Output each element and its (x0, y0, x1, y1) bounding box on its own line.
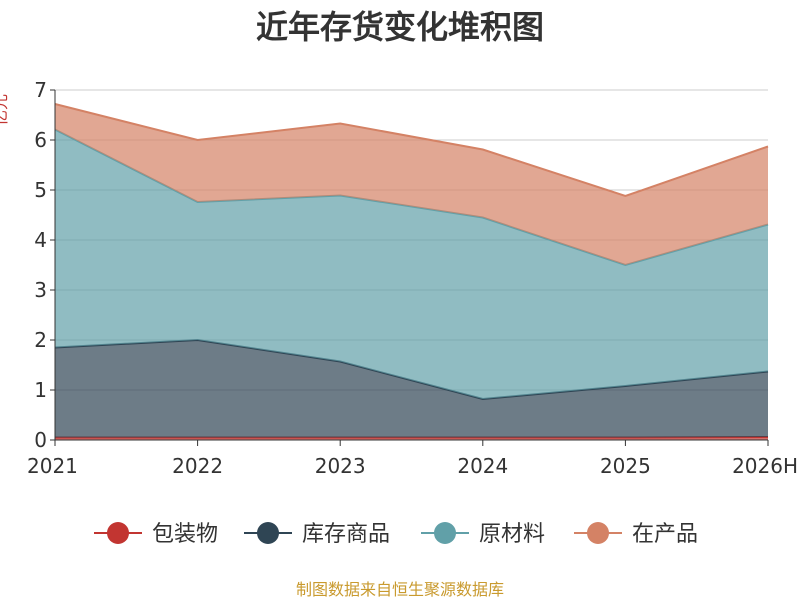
x-tick-label: 2024 (457, 454, 508, 478)
x-tick-label: 2022 (172, 454, 223, 478)
y-tick-label: 3 (34, 278, 47, 302)
x-tick-label: 2025 (600, 454, 651, 478)
x-tick-label: 2021 (27, 454, 78, 478)
area-3 (55, 129, 768, 399)
x-tick-label: 2023 (315, 454, 366, 478)
y-tick-label: 7 (34, 78, 47, 102)
y-tick-label: 0 (34, 428, 47, 452)
y-tick-label: 5 (34, 178, 47, 202)
legend-item-2[interactable]: 库存商品 (244, 522, 390, 547)
legend-item-1[interactable]: 包装物 (94, 522, 218, 547)
legend-marker (107, 522, 129, 544)
area-series (54, 103, 769, 440)
area-4 (55, 104, 768, 265)
legend-label: 原材料 (479, 522, 545, 547)
y-tick-label: 4 (34, 228, 47, 252)
source-note: 制图数据来自恒生聚源数据库 (296, 580, 504, 599)
legend-marker (257, 522, 279, 544)
series-line-4 (54, 103, 769, 198)
y-axis-label: 亿元 (0, 94, 10, 126)
legend-label: 在产品 (632, 522, 698, 547)
axes: 0 1 2 3 4 5 6 7 2021 2022 2023 2024 2025 2026H (27, 78, 798, 478)
chart-title: 近年存货变化堆积图 (256, 8, 544, 46)
legend-marker (587, 522, 609, 544)
legend-marker (434, 522, 456, 544)
area-2 (55, 340, 768, 438)
legend-item-3[interactable]: 原材料 (421, 522, 545, 547)
y-tick-label: 2 (34, 328, 47, 352)
x-tick-label: 2026H (732, 454, 798, 478)
y-tick-label: 1 (34, 378, 47, 402)
legend-label: 包装物 (152, 522, 218, 547)
legend-item-4[interactable]: 在产品 (574, 522, 698, 547)
y-tick-label: 6 (34, 128, 47, 152)
legend-label: 库存商品 (302, 522, 390, 547)
legend[interactable]: 包装物 库存商品 原材料 在产品 (94, 522, 698, 547)
